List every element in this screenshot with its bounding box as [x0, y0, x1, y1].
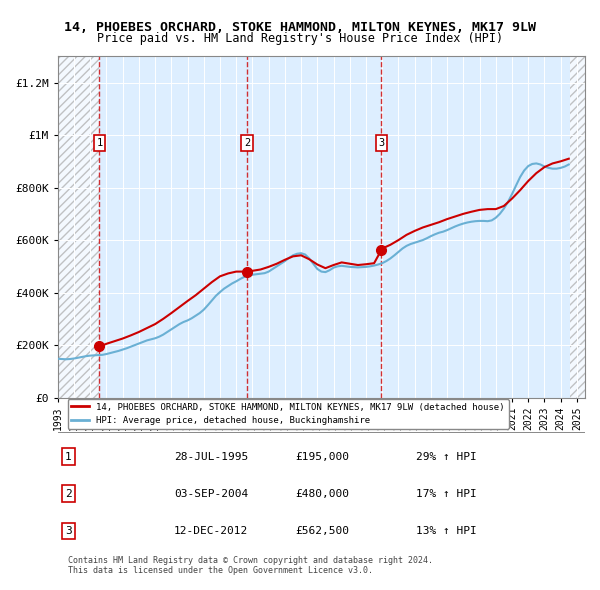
Text: Contains HM Land Registry data © Crown copyright and database right 2024.
This d: Contains HM Land Registry data © Crown c… [68, 556, 433, 575]
Bar [58, 56, 100, 398]
Legend: 14, PHOEBES ORCHARD, STOKE HAMMOND, MILTON KEYNES, MK17 9LW (detached house), HP: 14, PHOEBES ORCHARD, STOKE HAMMOND, MILT… [68, 399, 509, 429]
Text: 29% ↑ HPI: 29% ↑ HPI [416, 451, 477, 461]
Text: 17% ↑ HPI: 17% ↑ HPI [416, 489, 477, 499]
Text: 03-SEP-2004: 03-SEP-2004 [174, 489, 248, 499]
Text: Price paid vs. HM Land Registry's House Price Index (HPI): Price paid vs. HM Land Registry's House … [97, 32, 503, 45]
Text: 1: 1 [97, 138, 103, 148]
Text: £195,000: £195,000 [295, 451, 349, 461]
Text: 3: 3 [65, 526, 71, 536]
Text: £480,000: £480,000 [295, 489, 349, 499]
Text: £562,500: £562,500 [295, 526, 349, 536]
Text: 1: 1 [65, 451, 71, 461]
Text: 2: 2 [244, 138, 250, 148]
Text: 12-DEC-2012: 12-DEC-2012 [174, 526, 248, 536]
Text: 3: 3 [378, 138, 385, 148]
Bar [569, 56, 585, 398]
Text: 14, PHOEBES ORCHARD, STOKE HAMMOND, MILTON KEYNES, MK17 9LW: 14, PHOEBES ORCHARD, STOKE HAMMOND, MILT… [64, 21, 536, 34]
Text: 2: 2 [65, 489, 71, 499]
Text: 13% ↑ HPI: 13% ↑ HPI [416, 526, 477, 536]
Text: 28-JUL-1995: 28-JUL-1995 [174, 451, 248, 461]
